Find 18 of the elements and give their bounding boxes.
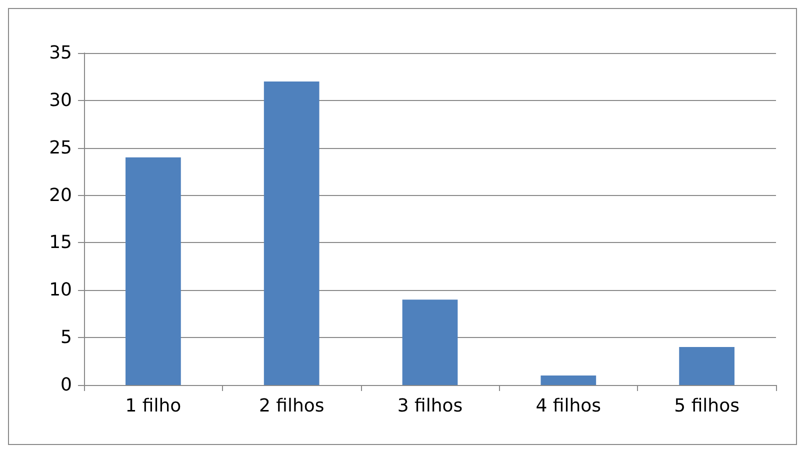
bar (402, 300, 458, 385)
y-tick-label: 10 (49, 280, 72, 301)
y-tick-label: 25 (49, 137, 72, 158)
y-tick-label: 20 (49, 184, 72, 206)
bar (126, 157, 181, 385)
y-tick-label: 15 (49, 232, 72, 254)
x-tick-label: 4 filhos (536, 396, 602, 416)
y-tick-label: 0 (60, 374, 72, 396)
x-tick-label: 1 filho (125, 396, 182, 416)
y-tick-label: 30 (49, 90, 72, 111)
y-tick-label: 35 (49, 42, 72, 64)
bar (679, 347, 734, 385)
bar (540, 376, 596, 385)
bar (264, 81, 320, 385)
x-tick-label: 5 filhos (674, 396, 740, 416)
x-tick-label: 3 filhos (397, 396, 463, 416)
x-tick-label: 2 filhos (258, 396, 324, 416)
y-tick-label: 5 (60, 327, 72, 348)
